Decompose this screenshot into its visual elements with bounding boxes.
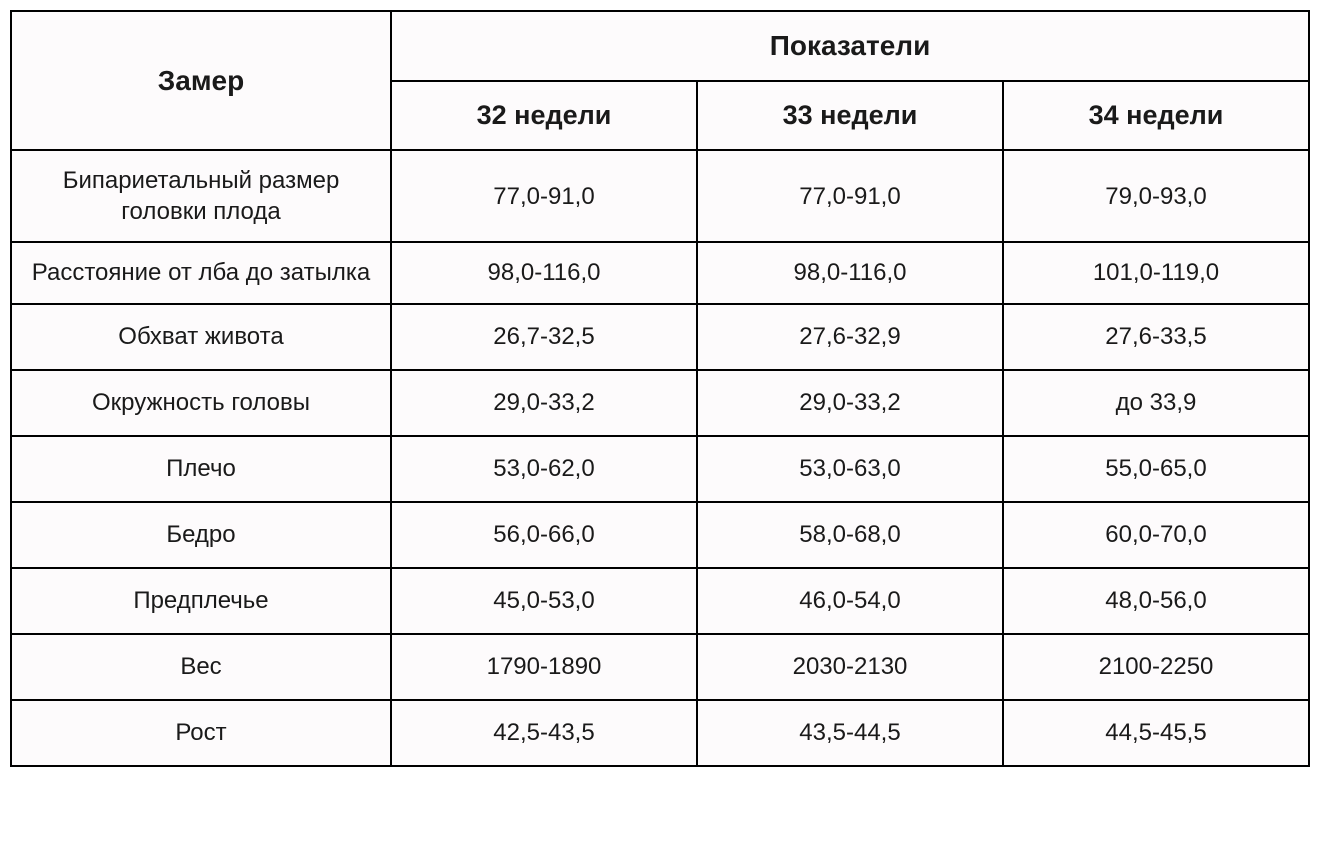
header-group-label: Показатели	[391, 11, 1309, 81]
row-value: 77,0-91,0	[391, 150, 697, 242]
row-value: 77,0-91,0	[697, 150, 1003, 242]
row-value: 98,0-116,0	[697, 242, 1003, 303]
row-label: Расстояние от лба до затылка	[11, 242, 391, 303]
row-value: 1790-1890	[391, 634, 697, 700]
row-value: 29,0-33,2	[697, 370, 1003, 436]
row-value: 53,0-62,0	[391, 436, 697, 502]
row-label: Плечо	[11, 436, 391, 502]
row-value: 29,0-33,2	[391, 370, 697, 436]
row-value: 44,5-45,5	[1003, 700, 1309, 766]
row-label: Бипариетальный размер головки плода	[11, 150, 391, 242]
row-value: 43,5-44,5	[697, 700, 1003, 766]
measurements-table: Замер Показатели 32 недели 33 недели 34 …	[10, 10, 1310, 767]
table-row: Бипариетальный размер головки плода77,0-…	[11, 150, 1309, 242]
row-value: 60,0-70,0	[1003, 502, 1309, 568]
header-col-0: 32 недели	[391, 81, 697, 150]
row-value: 58,0-68,0	[697, 502, 1003, 568]
row-value: 2030-2130	[697, 634, 1003, 700]
row-value: 101,0-119,0	[1003, 242, 1309, 303]
row-label: Окружность головы	[11, 370, 391, 436]
table-row: Предплечье45,0-53,046,0-54,048,0-56,0	[11, 568, 1309, 634]
row-value: 56,0-66,0	[391, 502, 697, 568]
row-label: Рост	[11, 700, 391, 766]
table-row: Расстояние от лба до затылка98,0-116,098…	[11, 242, 1309, 303]
header-row-label: Замер	[11, 11, 391, 150]
table-row: Рост42,5-43,543,5-44,544,5-45,5	[11, 700, 1309, 766]
row-label: Предплечье	[11, 568, 391, 634]
table-body: Бипариетальный размер головки плода77,0-…	[11, 150, 1309, 766]
table-row: Обхват живота26,7-32,527,6-32,927,6-33,5	[11, 304, 1309, 370]
table-row: Окружность головы29,0-33,229,0-33,2до 33…	[11, 370, 1309, 436]
table-row: Вес1790-18902030-21302100-2250	[11, 634, 1309, 700]
header-col-2: 34 недели	[1003, 81, 1309, 150]
header-col-1: 33 недели	[697, 81, 1003, 150]
row-value: 27,6-33,5	[1003, 304, 1309, 370]
row-label: Бедро	[11, 502, 391, 568]
table-row: Бедро56,0-66,058,0-68,060,0-70,0	[11, 502, 1309, 568]
row-label: Вес	[11, 634, 391, 700]
table-row: Плечо53,0-62,053,0-63,055,0-65,0	[11, 436, 1309, 502]
row-value: 45,0-53,0	[391, 568, 697, 634]
row-value: 79,0-93,0	[1003, 150, 1309, 242]
row-value: 55,0-65,0	[1003, 436, 1309, 502]
row-label: Обхват живота	[11, 304, 391, 370]
row-value: 48,0-56,0	[1003, 568, 1309, 634]
row-value: 2100-2250	[1003, 634, 1309, 700]
row-value: 53,0-63,0	[697, 436, 1003, 502]
row-value: 46,0-54,0	[697, 568, 1003, 634]
row-value: 26,7-32,5	[391, 304, 697, 370]
row-value: 42,5-43,5	[391, 700, 697, 766]
row-value: 27,6-32,9	[697, 304, 1003, 370]
row-value: до 33,9	[1003, 370, 1309, 436]
row-value: 98,0-116,0	[391, 242, 697, 303]
